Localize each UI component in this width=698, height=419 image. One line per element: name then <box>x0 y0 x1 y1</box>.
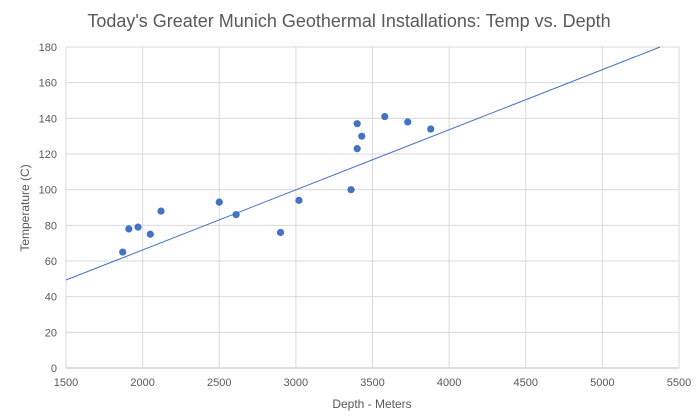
y-tick-label: 0 <box>51 363 57 375</box>
x-tick-label: 3500 <box>360 377 384 389</box>
data-point <box>215 198 223 206</box>
y-tick-label: 100 <box>39 185 57 197</box>
trendline <box>65 46 661 281</box>
data-point <box>146 230 154 238</box>
x-tick-label: 1500 <box>54 377 78 389</box>
data-point <box>295 196 303 204</box>
y-tick-label: 160 <box>39 78 57 90</box>
data-point <box>353 145 361 153</box>
data-point <box>232 211 240 219</box>
data-point <box>347 186 355 194</box>
x-tick-label: 3000 <box>284 377 308 389</box>
x-tick-label: 4500 <box>514 377 538 389</box>
chart-title: Today's Greater Munich Geothermal Instal… <box>87 11 610 31</box>
data-point <box>134 223 142 231</box>
x-tick-label: 5500 <box>667 377 691 389</box>
data-point <box>381 112 389 121</box>
x-tick-label: 4000 <box>437 377 461 389</box>
y-tick-label: 120 <box>39 149 57 161</box>
y-tick-label: 40 <box>45 292 57 304</box>
x-tick-label: 2000 <box>130 377 154 389</box>
y-tick-label: 60 <box>45 256 57 268</box>
y-axis-label: Temperature (C) <box>18 164 32 251</box>
data-point <box>157 207 165 215</box>
data-point <box>119 248 127 256</box>
data-point <box>353 120 361 128</box>
data-point <box>404 118 412 126</box>
y-tick-label: 140 <box>39 113 57 125</box>
data-point <box>358 132 366 140</box>
data-point <box>427 125 435 133</box>
x-tick-label: 5000 <box>590 377 614 389</box>
y-tick-label: 80 <box>45 220 57 232</box>
y-tick-label: 180 <box>39 42 57 54</box>
x-tick-label: 2500 <box>207 377 231 389</box>
data-point <box>125 225 133 233</box>
data-point <box>276 228 285 237</box>
y-tick-label: 20 <box>45 327 57 339</box>
x-axis-label: Depth - Meters <box>332 397 411 411</box>
